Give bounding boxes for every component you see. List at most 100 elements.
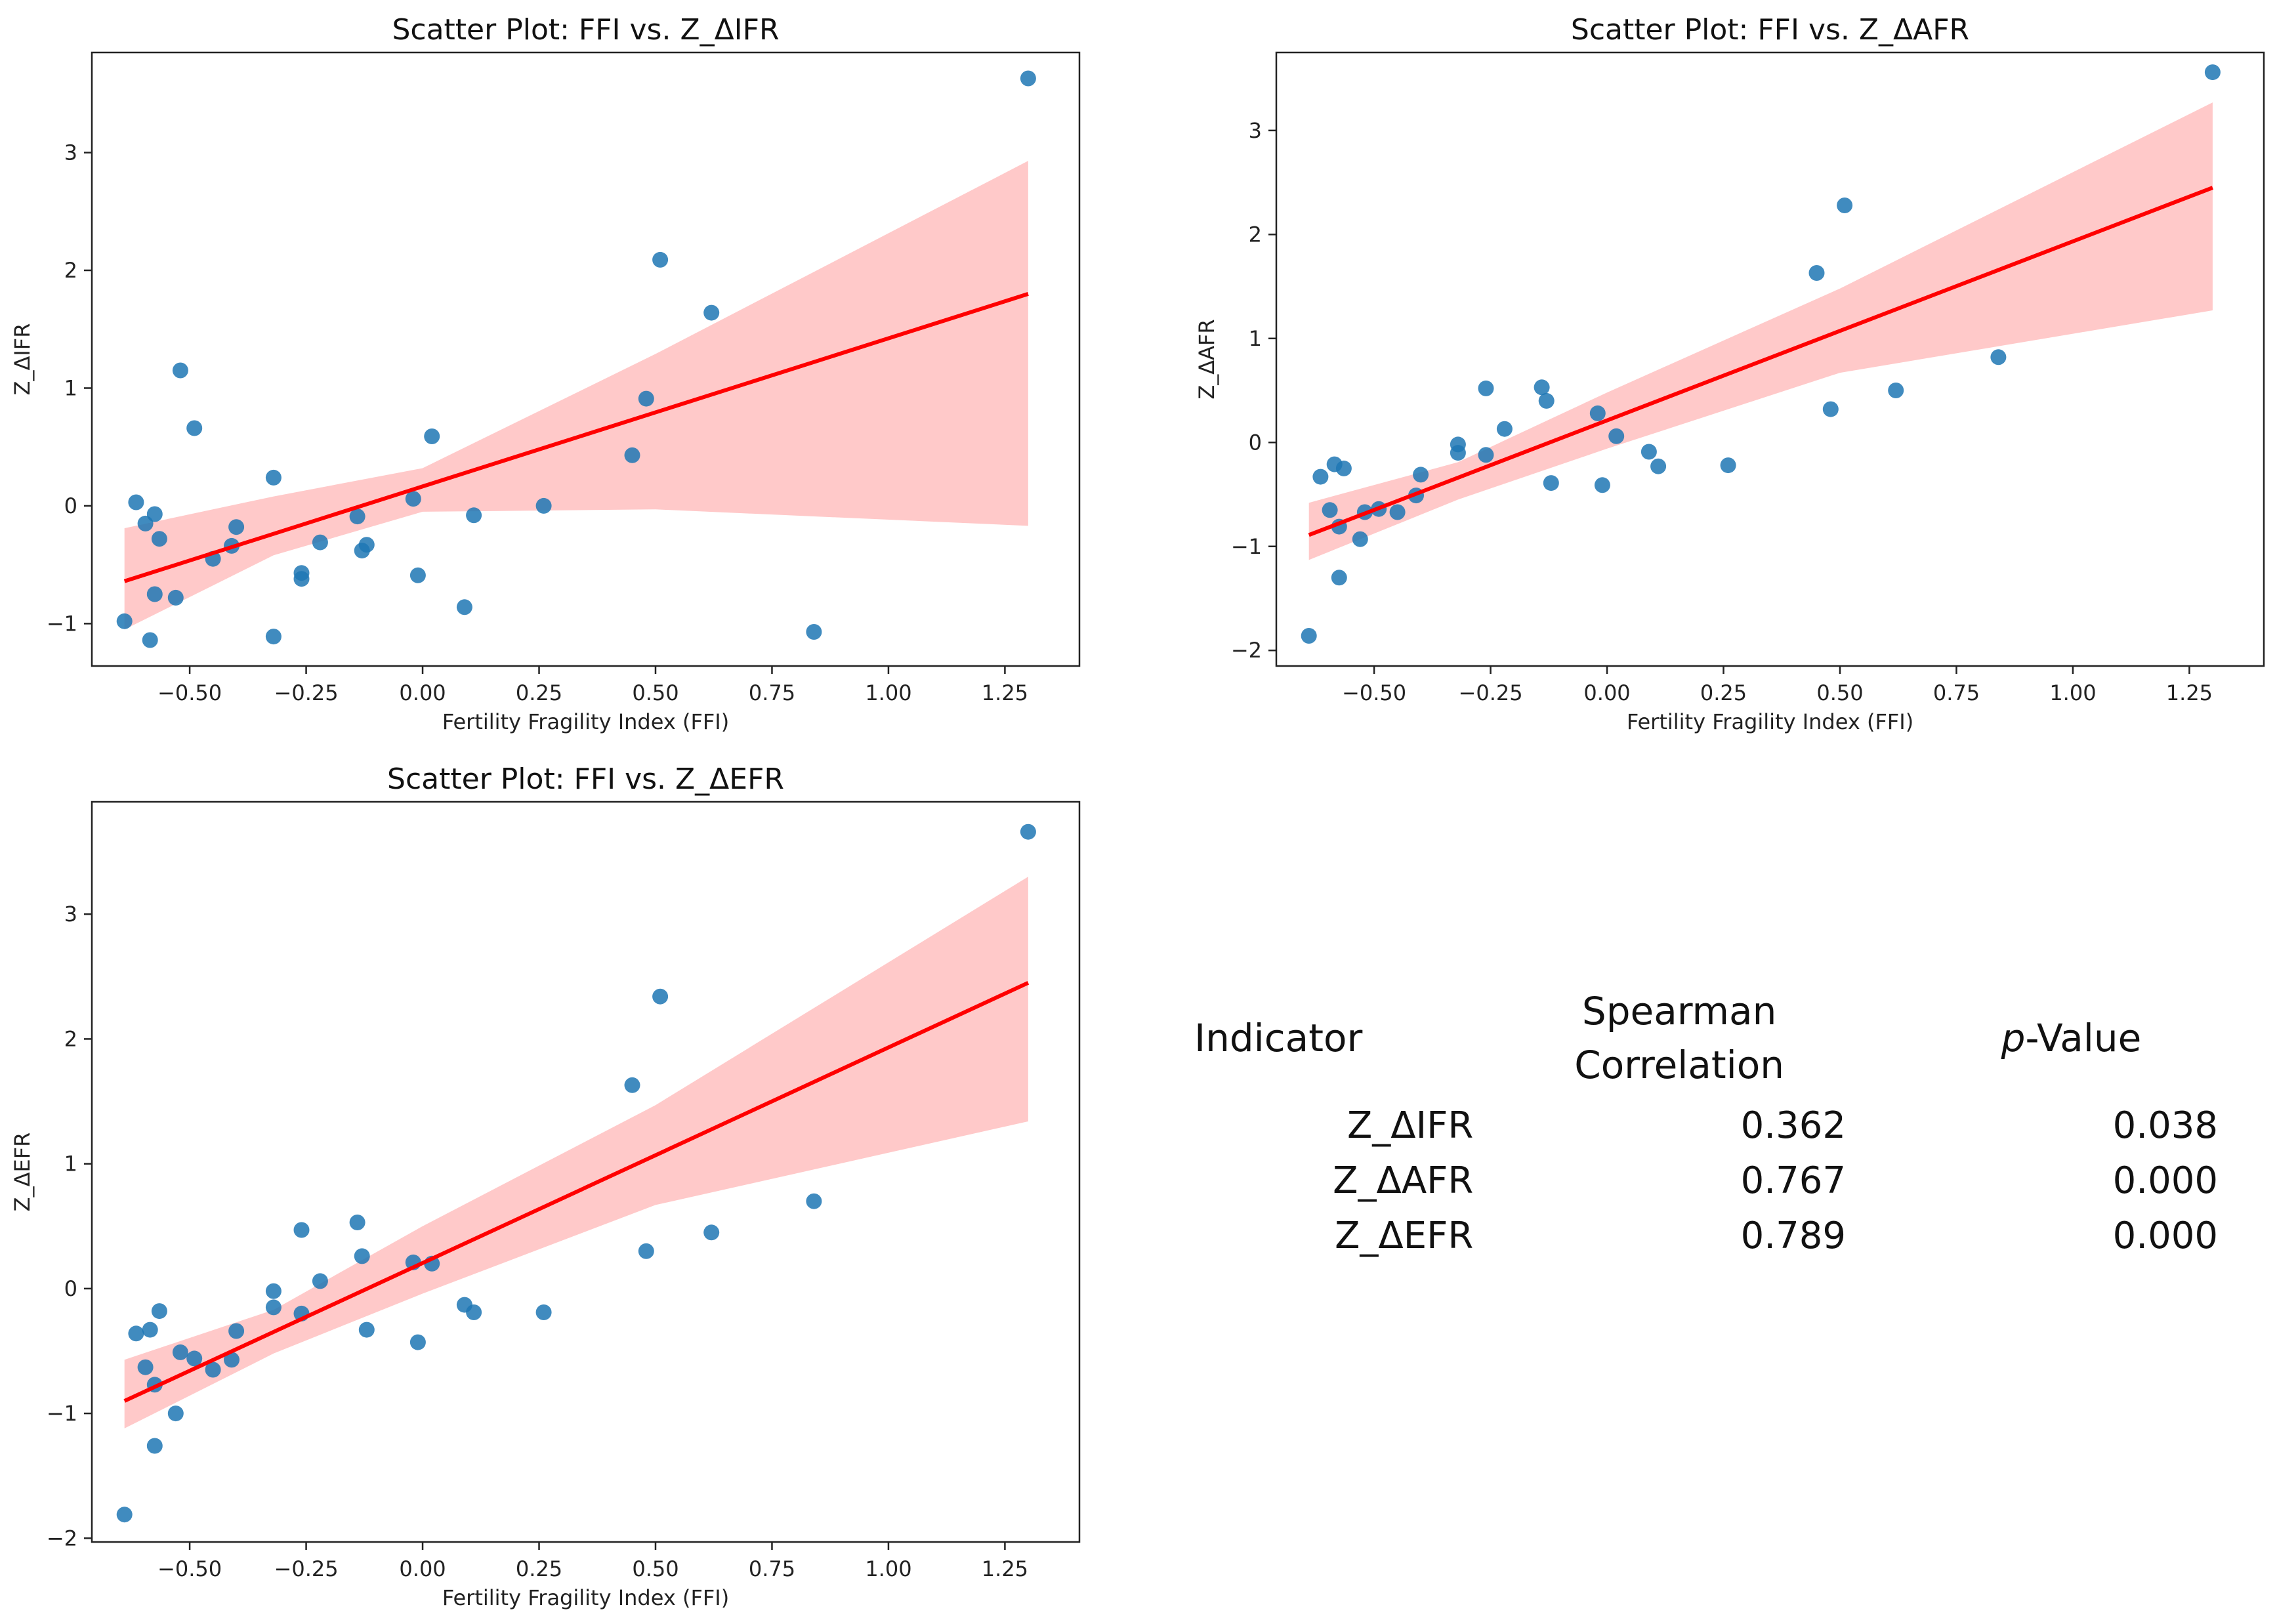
x-tick-label: −0.50 [157, 680, 222, 705]
data-point [1589, 405, 1606, 421]
data-point [1888, 383, 1904, 398]
data-point [456, 599, 472, 615]
data-point [409, 567, 426, 583]
y-tick-label: 3 [64, 902, 77, 927]
data-point [703, 1224, 720, 1241]
row-spearman: 0.362 [1740, 1104, 1846, 1147]
x-tick-label: 0.25 [516, 1556, 562, 1581]
data-point [172, 1344, 188, 1360]
y-axis-label: Z_ΔEFR [10, 1133, 35, 1212]
data-point [1608, 428, 1625, 444]
row-pvalue: 0.038 [2112, 1104, 2218, 1147]
y-tick-label: 3 [1249, 118, 1262, 143]
x-tick-label: 0.50 [632, 1556, 679, 1581]
row-pvalue: 0.000 [2112, 1159, 2218, 1202]
header-spearman-line1: Spearman [1581, 989, 1777, 1033]
y-tick-label: 0 [1249, 430, 1262, 455]
x-tick-label: 1.25 [982, 1556, 1028, 1581]
data-point [354, 1248, 370, 1264]
data-point [228, 1323, 245, 1339]
x-tick-label: −0.50 [1342, 680, 1406, 705]
data-point [128, 1325, 144, 1342]
data-point [312, 534, 328, 551]
row-indicator: Z_ΔIFR [1347, 1104, 1474, 1147]
data-point [1352, 531, 1368, 547]
data-point [151, 1303, 167, 1320]
data-point [186, 420, 203, 436]
row-indicator: Z_ΔEFR [1335, 1215, 1474, 1257]
data-point [1301, 628, 1317, 644]
confidence-band [124, 161, 1028, 630]
x-tick-label: 1.00 [865, 680, 911, 705]
data-point [312, 1273, 328, 1289]
data-point [1020, 823, 1036, 840]
data-point [1331, 570, 1347, 586]
data-point [535, 497, 552, 514]
x-tick-label: −0.25 [274, 680, 339, 705]
data-point [224, 1352, 240, 1368]
y-tick-label: −1 [47, 611, 77, 636]
data-point [1594, 477, 1610, 493]
data-point [1335, 460, 1352, 476]
data-point [703, 304, 720, 321]
data-point [1640, 444, 1657, 460]
data-point [146, 506, 163, 522]
data-point [1389, 504, 1406, 520]
chart-title: Scatter Plot: FFI vs. Z_ΔIFR [392, 13, 779, 47]
chart-panel-2: −0.50 −0.25 0.00 0.25 0.50 0.75 1.00 1.25 −2 −1 0 1… [1194, 13, 2265, 734]
data-point [128, 494, 144, 510]
data-point [652, 988, 669, 1005]
data-point [1808, 265, 1825, 281]
data-point [349, 1215, 366, 1230]
data-point [1534, 379, 1550, 396]
data-point [1322, 502, 1338, 518]
spearman-table: Indicator Spearman Correlation p-Value Z… [1194, 984, 2257, 1264]
header-indicator: Indicator [1194, 1016, 1363, 1060]
data-point [405, 491, 421, 507]
chart-panel-3: −0.50 −0.25 0.00 0.25 0.50 0.75 1.00 1.25 −2 −1 0 1… [10, 762, 1081, 1610]
y-tick-label: −1 [47, 1401, 77, 1426]
data-point [151, 531, 167, 547]
data-point [1538, 392, 1555, 409]
data-point [1990, 349, 2007, 365]
x-axis-label: Fertility Fragility Index (FFI) [442, 1585, 729, 1610]
x-tick-label: 0.00 [399, 1556, 446, 1581]
chart-title: Scatter Plot: FFI vs. Z_ΔEFR [387, 762, 784, 796]
data-point [1822, 401, 1839, 417]
x-tick-label: 0.50 [1816, 680, 1863, 705]
data-point [358, 1322, 375, 1338]
x-tick-label: −0.25 [274, 1556, 339, 1581]
axes-frame [91, 801, 1081, 1543]
header-spearman-line2: Correlation [1574, 1043, 1785, 1087]
data-point [1413, 467, 1429, 483]
data-point [806, 1193, 822, 1209]
row-pvalue: 0.000 [2112, 1215, 2218, 1257]
data-point [1650, 458, 1667, 474]
data-point [265, 629, 282, 645]
x-tick-label: 1.00 [865, 1556, 911, 1581]
data-point [265, 1299, 282, 1316]
data-point [116, 1507, 133, 1523]
table-row: Z_ΔEFR 0.789 0.000 [1194, 1209, 2257, 1264]
data-point [1312, 468, 1329, 485]
header-pvalue: p-Value [1885, 984, 2257, 1098]
y-tick-label: 0 [64, 1276, 77, 1301]
data-point [349, 509, 366, 525]
y-tick-label: 2 [1249, 222, 1262, 247]
data-point [1837, 198, 1853, 213]
x-tick-label: 0.75 [1933, 680, 1980, 705]
data-point [806, 624, 822, 640]
x-tick-label: 1.00 [2049, 680, 2096, 705]
data-point [1478, 380, 1494, 396]
confidence-band [1308, 102, 2213, 560]
data-point [116, 613, 133, 629]
y-tick-label: 2 [64, 1026, 77, 1051]
data-point [1496, 421, 1513, 437]
x-axis-label: Fertility Fragility Index (FFI) [1627, 709, 1913, 734]
x-tick-label: 1.25 [2166, 680, 2213, 705]
y-tick-label: −2 [1231, 638, 1262, 663]
data-point [167, 1405, 184, 1422]
y-tick-label: 3 [64, 140, 77, 165]
data-point [265, 469, 282, 486]
x-tick-label: 0.75 [749, 680, 795, 705]
